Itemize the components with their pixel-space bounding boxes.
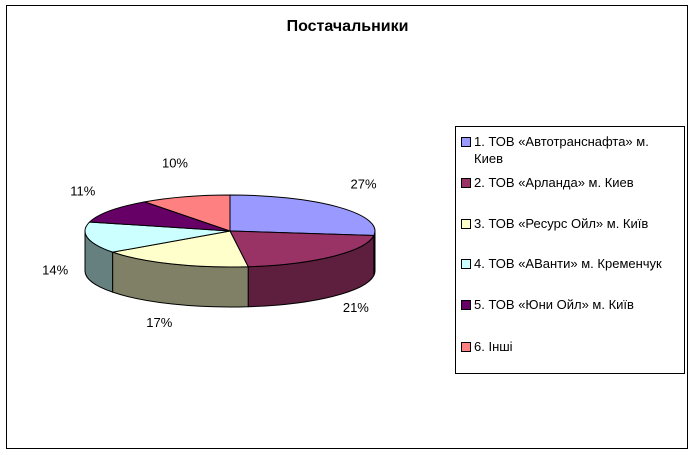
legend-swatch — [461, 342, 471, 352]
data-label-3: 17% — [146, 315, 172, 330]
pie-slice-2 — [229, 230, 375, 268]
legend-item-6: 6. Інші — [461, 338, 681, 355]
data-label-4: 14% — [42, 262, 68, 277]
legend-label: 3. ТОВ «Ресурс Ойл» м. Київ — [474, 216, 649, 231]
legend-swatch — [461, 300, 471, 310]
legend-label: 5. ТОВ «Юни Ойл» м. Київ — [474, 297, 634, 312]
pie-slice-6 — [142, 194, 231, 232]
pie-slice-1 — [229, 194, 376, 237]
legend-label: 1. ТОВ «Автотранснафта» м. Киев — [474, 134, 649, 166]
pie-slice-3 — [110, 230, 249, 268]
pie-slice-5 — [88, 201, 231, 232]
pie-slice-4 — [84, 221, 231, 253]
data-label-1: 27% — [351, 176, 377, 191]
legend-swatch — [461, 137, 471, 147]
legend-swatch — [461, 178, 471, 188]
legend-label: 4. ТОВ «АВанти» м. Кременчук — [474, 256, 662, 271]
legend-item-4: 4. ТОВ «АВанти» м. Кременчук — [461, 255, 681, 272]
data-label-2: 21% — [343, 300, 369, 315]
data-label-6: 10% — [162, 156, 188, 171]
legend-label: 2. ТОВ «Арланда» м. Киев — [474, 175, 634, 190]
data-label-5: 11% — [70, 184, 95, 199]
legend-item-2: 2. ТОВ «Арланда» м. Киев — [461, 174, 681, 191]
legend-item-1: 1. ТОВ «Автотранснафта» м. Киев — [461, 133, 681, 167]
legend-item-3: 3. ТОВ «Ресурс Ойл» м. Київ — [461, 215, 681, 232]
legend-swatch — [461, 219, 471, 229]
legend-label: 6. Інші — [474, 339, 513, 354]
legend-swatch — [461, 259, 471, 269]
chart-title: Постачальники — [286, 18, 409, 35]
legend: 1. ТОВ «Автотранснафта» м. Киев 2. ТОВ «А… — [455, 126, 685, 374]
legend-item-5: 5. ТОВ «Юни Ойл» м. Київ — [461, 296, 681, 313]
